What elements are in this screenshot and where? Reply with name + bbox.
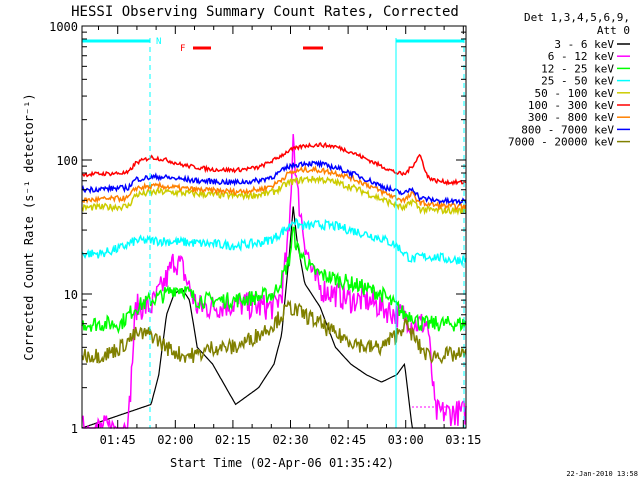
x-tick-label: 03:00	[388, 433, 424, 447]
y-axis-label: Corrected Count Rate (s⁻¹ detector⁻¹)	[22, 93, 36, 360]
legend-entry-label: 50 - 100 keV	[535, 87, 615, 100]
x-tick-label: 03:15	[445, 433, 481, 447]
x-axis: 01:45 02:00 02:15 02:30 02:45 03:00 03:15	[98, 26, 481, 447]
flare-marker-label: F	[180, 44, 185, 54]
legend-entry-label: 3 - 6 keV	[554, 38, 614, 51]
series-line-3	[81, 226, 467, 335]
chart-title: HESSI Observing Summary Count Rates, Cor…	[71, 4, 459, 20]
series-line-8	[81, 159, 467, 206]
series-line-6	[81, 142, 466, 187]
x-axis-label: Start Time (02-Apr-06 01:35:42)	[170, 456, 394, 470]
overlay-layer: N F	[82, 37, 465, 428]
legend-header-line-1: Det 1,3,4,5,6,9,	[524, 11, 630, 24]
data-layer	[81, 134, 467, 430]
legend-entry-label: 7000 - 20000 keV	[508, 136, 614, 149]
series-line-7	[81, 164, 467, 211]
x-tick-label: 02:45	[330, 433, 366, 447]
generation-timestamp: 22-Jan-2010 13:58	[566, 470, 638, 478]
y-tick-label: 100	[56, 154, 78, 168]
x-tick-label: 02:00	[157, 433, 193, 447]
night-marker-label: N	[156, 37, 161, 47]
x-tick-label: 02:15	[215, 433, 251, 447]
legend-entry-label: 25 - 50 keV	[541, 75, 614, 88]
legend-entry-label: 800 - 7000 keV	[521, 123, 614, 136]
plot-frame	[81, 25, 467, 429]
legend-entry-label: 100 - 300 keV	[528, 99, 614, 112]
x-tick-label: 01:45	[100, 433, 136, 447]
legend-entry-label: 6 - 12 keV	[548, 50, 615, 63]
series-line-9	[81, 299, 467, 365]
y-axis: 1 10 100 1000	[49, 20, 466, 436]
y-tick-label: 1	[71, 422, 78, 436]
series-line-4	[81, 217, 467, 268]
legend-entry-label: 300 - 800 keV	[528, 111, 614, 124]
legend-entry-label: 12 - 25 keV	[541, 62, 614, 75]
y-tick-label: 10	[64, 288, 78, 302]
legend-header-line-2: Att 0	[597, 24, 630, 37]
x-tick-label: 02:30	[272, 433, 308, 447]
series-line-5	[81, 175, 467, 216]
series-line-1	[81, 206, 466, 429]
y-tick-label: 1000	[49, 20, 78, 34]
